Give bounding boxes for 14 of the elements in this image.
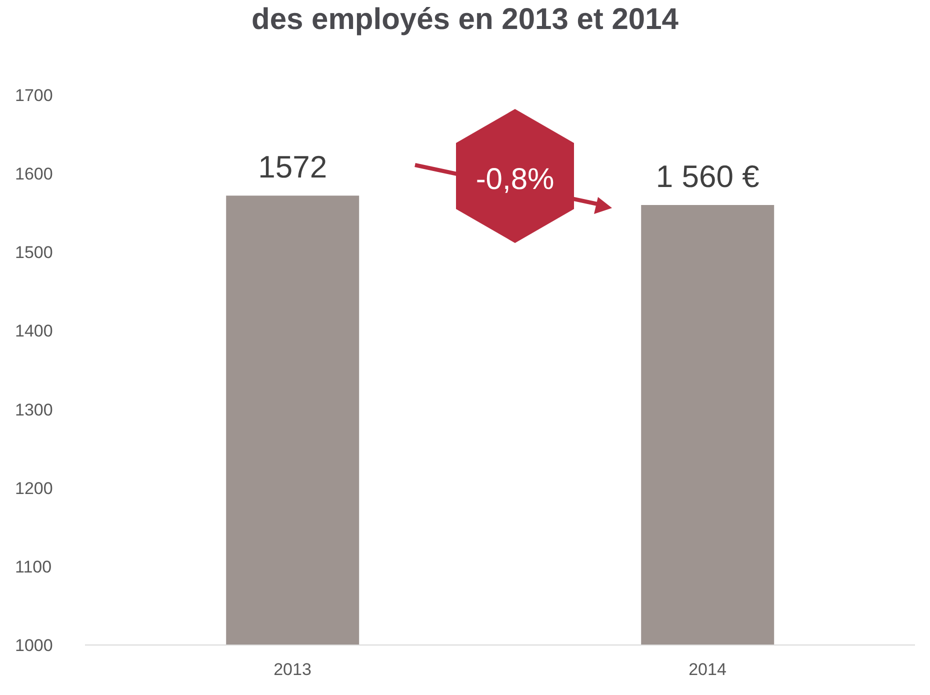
y-tick-label: 1500 (15, 243, 53, 262)
data-label: 1572 (258, 150, 328, 185)
y-tick-label: 1400 (15, 322, 53, 341)
y-tick-label: 1000 (15, 636, 53, 656)
x-tick-label: 2014 (688, 660, 726, 680)
annotation: -0,8% (474, 163, 556, 197)
data-label: 1 560 € (656, 159, 760, 194)
y-tick-label: 1700 (15, 86, 53, 106)
y-tick-label: 1200 (15, 478, 53, 498)
y-tick-label: 1300 (15, 400, 53, 420)
chart-title: des employés en 2013 et 2014 (250, 2, 680, 38)
y-tick-label: 1100 (15, 557, 52, 576)
y-tick-label: 1600 (15, 164, 53, 184)
x-tick-label: 2013 (274, 660, 312, 680)
